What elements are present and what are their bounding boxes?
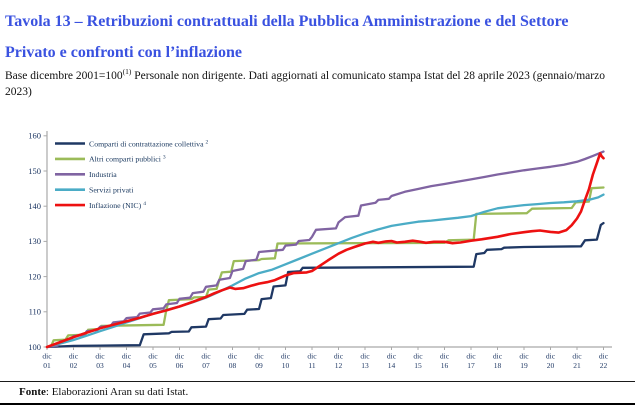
y-tick-label: 120 bbox=[28, 271, 41, 281]
footer-divider bbox=[0, 381, 635, 382]
x-tick-label-year: 11 bbox=[308, 361, 315, 370]
x-tick-label-year: 14 bbox=[388, 361, 396, 370]
x-tick-label-year: 12 bbox=[335, 361, 343, 370]
page-subtitle: Base dicembre 2001=100(1) Personale non … bbox=[5, 64, 619, 100]
x-tick-label-month: dic bbox=[254, 352, 264, 361]
subtitle-note-marker: (1) bbox=[122, 67, 132, 76]
legend-label: Industria bbox=[89, 170, 117, 179]
x-tick-label-year: 09 bbox=[255, 361, 263, 370]
series-line-comparti-di-contrattazione-collettiva bbox=[45, 221, 605, 349]
y-tick-label: 140 bbox=[28, 201, 41, 211]
x-tick-label-month: dic bbox=[360, 352, 370, 361]
subtitle-rest: Personale non dirigente. Dati aggiornati… bbox=[5, 69, 605, 98]
x-tick-label-year: 18 bbox=[494, 361, 502, 370]
x-tick-label-month: dic bbox=[493, 352, 503, 361]
source-text: : Elaborazioni Aran su dati Istat. bbox=[45, 386, 189, 398]
x-tick-label-month: dic bbox=[387, 352, 397, 361]
x-tick-label-year: 15 bbox=[414, 361, 422, 370]
x-tick-label-month: dic bbox=[519, 352, 529, 361]
x-tick-label-month: dic bbox=[175, 352, 185, 361]
x-tick-label-year: 20 bbox=[547, 361, 555, 370]
y-tick-label: 150 bbox=[28, 166, 41, 176]
y-tick-label: 160 bbox=[28, 131, 41, 141]
legend-label: Servizi privati bbox=[89, 186, 134, 195]
x-tick-label-month: dic bbox=[466, 352, 476, 361]
x-tick-label-month: dic bbox=[228, 352, 238, 361]
x-tick-label-year: 22 bbox=[600, 361, 608, 370]
x-tick-label-year: 07 bbox=[202, 361, 210, 370]
x-tick-label-year: 10 bbox=[282, 361, 290, 370]
x-tick-label-month: dic bbox=[95, 352, 105, 361]
x-tick-label-month: dic bbox=[201, 352, 211, 361]
subtitle-base: Base dicembre 2001=100 bbox=[5, 69, 123, 82]
page-title: Tavola 13 – Retribuzioni contrattuali de… bbox=[5, 13, 569, 61]
x-tick-label-month: dic bbox=[148, 352, 158, 361]
x-tick-label-month: dic bbox=[440, 352, 450, 361]
x-tick-label-year: 17 bbox=[467, 361, 475, 370]
x-tick-label-year: 16 bbox=[441, 361, 449, 370]
x-tick-label-month: dic bbox=[69, 352, 79, 361]
x-tick-label-year: 21 bbox=[573, 361, 581, 370]
x-tick-label-year: 19 bbox=[520, 361, 528, 370]
x-tick-label-year: 08 bbox=[229, 361, 237, 370]
x-tick-label-year: 05 bbox=[149, 361, 157, 370]
legend-note-marker: 4 bbox=[143, 201, 146, 207]
x-tick-label-year: 06 bbox=[176, 361, 184, 370]
legend-note-marker: 3 bbox=[163, 155, 166, 161]
x-tick-label-year: 02 bbox=[70, 361, 78, 370]
x-tick-label-month: dic bbox=[281, 352, 291, 361]
y-tick-label: 100 bbox=[28, 342, 41, 352]
x-tick-label-year: 04 bbox=[123, 361, 131, 370]
legend-label: Comparti di contrattazione collettiva 2 bbox=[89, 139, 209, 148]
x-tick-label-year: 01 bbox=[43, 361, 51, 370]
series-line-inflazione-nic bbox=[45, 152, 605, 349]
y-tick-label: 130 bbox=[28, 236, 41, 246]
bottom-border bbox=[0, 403, 635, 405]
series-line-servizi-privati bbox=[45, 193, 605, 349]
x-tick-label-month: dic bbox=[599, 352, 609, 361]
y-tick-label: 110 bbox=[29, 307, 41, 317]
x-tick-label-month: dic bbox=[122, 352, 132, 361]
legend-label: Altri comparti pubblici 3 bbox=[89, 155, 166, 164]
x-tick-label-month: dic bbox=[546, 352, 556, 361]
legend-note-marker: 2 bbox=[206, 139, 209, 145]
x-tick-label-month: dic bbox=[572, 352, 582, 361]
x-tick-label-year: 03 bbox=[96, 361, 104, 370]
x-tick-label-year: 13 bbox=[361, 361, 369, 370]
source-note: Fonte: Elaborazioni Aran su dati Istat. bbox=[19, 386, 188, 398]
source-label: Fonte bbox=[19, 386, 46, 398]
x-tick-label-month: dic bbox=[413, 352, 423, 361]
x-tick-label-month: dic bbox=[334, 352, 344, 361]
x-tick-label-month: dic bbox=[307, 352, 317, 361]
legend-label: Inflazione (NIC) 4 bbox=[89, 201, 146, 210]
x-tick-label-month: dic bbox=[42, 352, 52, 361]
